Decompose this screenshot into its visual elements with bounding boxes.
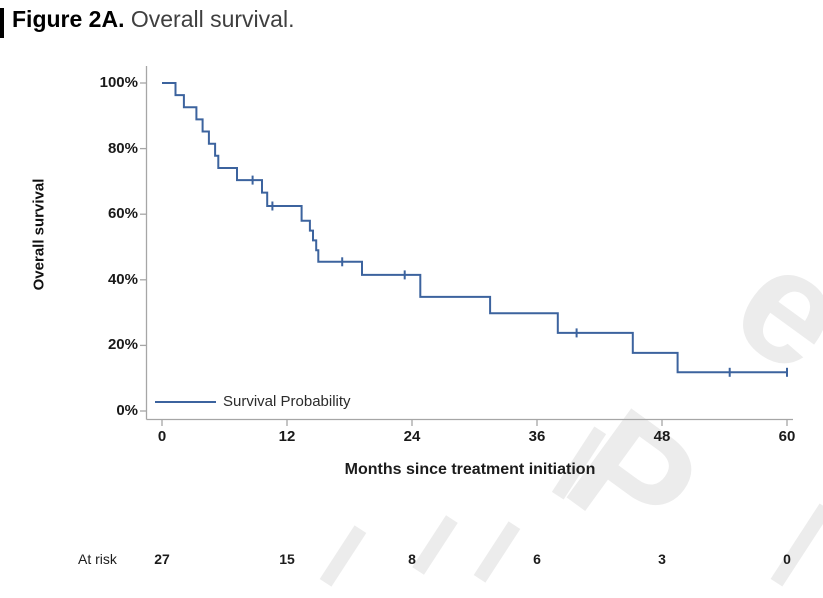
figure-number: Figure 2A. (12, 6, 125, 32)
figure-caption: Overall survival. (130, 6, 295, 32)
page-edge-mark (0, 8, 4, 38)
figure-title: Figure 2A. Overall survival. (12, 6, 294, 33)
survival-curve (162, 82, 787, 374)
